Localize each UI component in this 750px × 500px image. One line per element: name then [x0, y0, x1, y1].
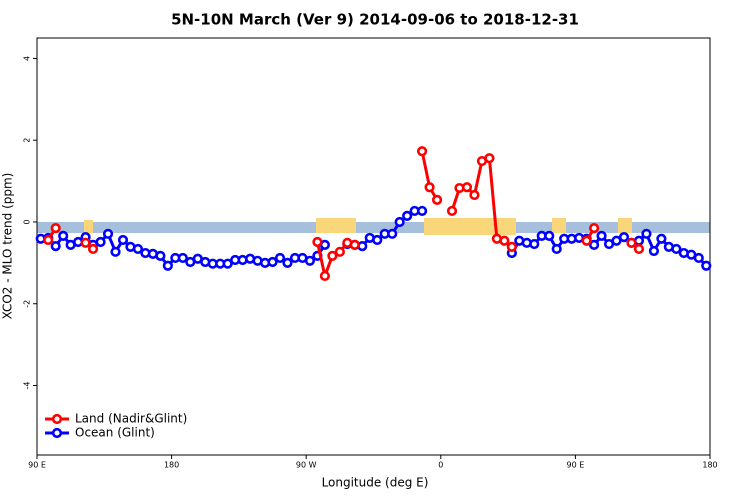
series-line	[46, 150, 640, 282]
data-point	[349, 239, 360, 250]
y-tick-label: 2	[23, 138, 32, 143]
legend-label: Ocean (Glint)	[75, 426, 155, 440]
data-point	[312, 236, 323, 248]
data-point	[588, 239, 600, 250]
data-point	[693, 252, 704, 264]
data-point	[417, 205, 428, 217]
data-point	[58, 230, 69, 241]
data-point	[461, 182, 473, 193]
legend-marker	[51, 413, 63, 425]
data-point	[43, 234, 54, 246]
y-axis-label: XCO2 - MLO trend (ppm)	[1, 173, 15, 320]
land-patch	[618, 218, 632, 233]
data-point	[334, 246, 345, 257]
x-tick-label: 90 E	[28, 461, 46, 470]
data-point	[588, 223, 600, 234]
y-tick-label: -4	[23, 382, 32, 390]
data-point	[484, 153, 495, 164]
data-point	[506, 241, 517, 253]
data-point	[282, 257, 293, 268]
data-point	[626, 237, 637, 248]
data-point	[544, 230, 555, 241]
data-point	[633, 243, 645, 255]
data-point	[641, 228, 652, 239]
land-patch	[84, 220, 93, 233]
data-point	[117, 234, 129, 246]
data-point	[446, 205, 458, 217]
data-point	[50, 240, 61, 252]
data-point	[267, 256, 278, 268]
data-point	[110, 246, 121, 257]
data-point	[274, 252, 286, 264]
y-tick-label: 0	[23, 219, 32, 224]
chart-title: 5N-10N March (Ver 9) 2014-09-06 to 2018-…	[171, 11, 579, 29]
data-point	[155, 250, 166, 262]
data-point	[102, 228, 114, 239]
x-tick-label: 0	[438, 461, 443, 470]
data-point	[402, 210, 413, 221]
x-tick-label: 180	[164, 461, 179, 470]
data-point	[596, 230, 607, 241]
data-point	[469, 189, 480, 201]
data-point	[387, 228, 398, 239]
data-point	[394, 216, 405, 228]
map-strip	[37, 218, 710, 235]
data-point	[656, 233, 667, 244]
data-point	[431, 194, 443, 205]
data-point	[50, 223, 61, 234]
data-point	[551, 243, 562, 255]
plot-frame	[36, 37, 711, 456]
data-point	[304, 255, 316, 266]
legend-label: Land (Nadir&Glint)	[75, 412, 187, 426]
land-patch	[424, 218, 516, 235]
y-tick-label: -2	[23, 300, 32, 308]
data-point	[701, 260, 712, 271]
data-point	[132, 243, 144, 255]
data-point	[424, 182, 435, 193]
data-point	[222, 258, 233, 269]
ocean-strip	[37, 222, 710, 233]
data-point	[611, 235, 622, 246]
data-point	[319, 270, 330, 282]
data-point	[618, 231, 630, 243]
data-point	[372, 234, 383, 246]
x-tick-label: 90 W	[296, 461, 317, 470]
data-point	[529, 238, 540, 250]
data-point	[648, 245, 660, 257]
data-point	[177, 252, 188, 264]
data-point	[327, 250, 338, 262]
legend: Land (Nadir&Glint)Ocean (Glint)	[45, 412, 187, 440]
x-axis-label: Longitude (deg E)	[322, 476, 429, 490]
land-patch	[316, 218, 356, 233]
x-tick-label: 90 E	[567, 461, 585, 470]
data-point	[80, 237, 91, 248]
x-tick-label: 180	[702, 461, 717, 470]
data-point	[95, 236, 106, 248]
legend-marker	[51, 427, 63, 439]
data-point	[581, 235, 592, 246]
data-point	[417, 146, 428, 157]
land-patch	[552, 218, 566, 233]
data-point	[87, 243, 99, 255]
y-tick-label: 4	[23, 56, 32, 61]
data-point	[499, 235, 510, 246]
data-point	[162, 260, 173, 271]
data-point	[671, 243, 682, 255]
